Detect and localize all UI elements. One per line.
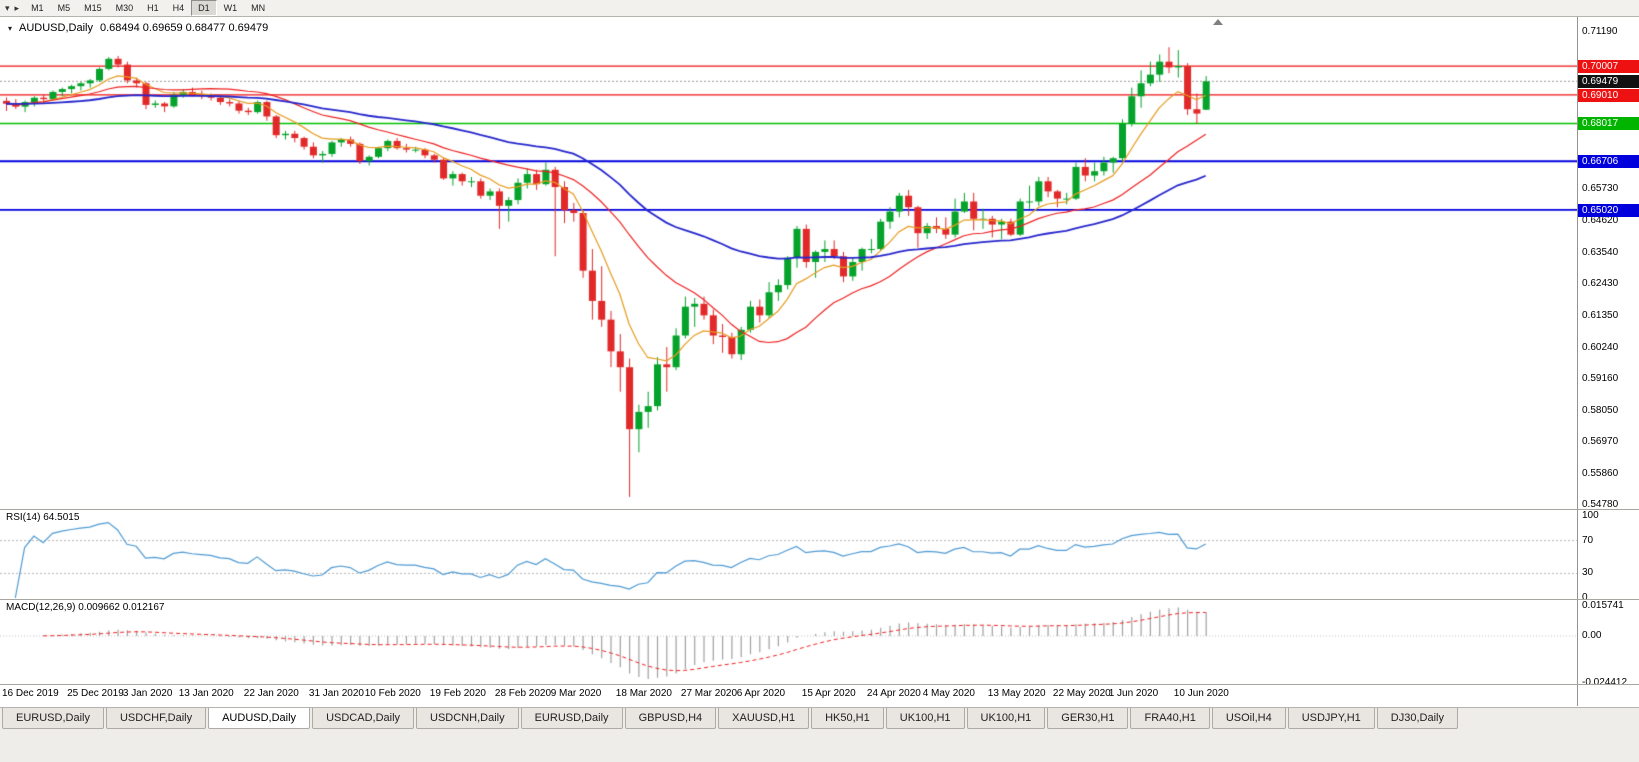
date-label: 10 Jun 2020	[1173, 688, 1229, 699]
price-axis-label: 0.61350	[1582, 309, 1619, 321]
date-label: 16 Dec 2019	[2, 688, 59, 699]
price-axis-label: 0.56970	[1582, 435, 1619, 447]
price-axis-label: 0.54780	[1582, 499, 1619, 510]
timeframe-button-d1[interactable]: D1	[191, 0, 217, 16]
chart-symbol-title: AUDUSD,Daily	[19, 22, 93, 34]
chart-tab-uk100-h1[interactable]: UK100,H1	[966, 708, 1046, 729]
rsi-axis-label: 100	[1582, 510, 1599, 521]
price-axis-label: 0.71190	[1582, 26, 1618, 37]
chart-tabs-bar: EURUSD,Daily USDCHF,Daily AUDUSD,Daily USDC…	[0, 707, 1639, 762]
date-label: 22 Jan 2020	[243, 688, 299, 699]
timeframe-button-m15[interactable]: M15	[84, 3, 102, 13]
date-axis[interactable]: 16 Dec 2019 25 Dec 2019 3 Jan 2020 13 Jan 2…	[0, 686, 1577, 704]
panel-splitter[interactable]	[0, 599, 1639, 600]
toolbar-menu-right-icon[interactable]: ▸	[14, 3, 20, 13]
rsi-indicator-label: RSI(14) 64.5015	[6, 512, 80, 523]
chart-ohlc-values: 0.68494 0.69659 0.68477 0.69479	[99, 22, 269, 34]
price-axis-label: 0.64620	[1582, 215, 1619, 227]
price-axis-label: 0.55860	[1582, 467, 1619, 479]
chart-tab-gbpusd-h4[interactable]: GBPUSD,H4	[624, 708, 717, 729]
timeframe-button-m30[interactable]: M30	[115, 3, 134, 13]
date-label: 19 Feb 2020	[429, 688, 486, 699]
chart-tab-fra40-h1[interactable]: FRA40,H1	[1130, 708, 1210, 729]
chart-tab-uk100-h1[interactable]: UK100,H1	[885, 708, 965, 729]
chart-tab-xauusd-h1[interactable]: XAUUSD,H1	[718, 708, 810, 729]
timeframe-button-mn[interactable]: MN	[251, 3, 266, 13]
date-label: 27 Mar 2020	[680, 688, 738, 699]
timeframe-button-w1[interactable]: W1	[223, 3, 238, 13]
macd-axis-label: 0.00	[1582, 630, 1602, 641]
date-label: 22 May 2020	[1052, 688, 1111, 699]
chart-tab-usoil-h4[interactable]: USOil,H4	[1211, 708, 1286, 729]
date-label: 24 Apr 2020	[866, 688, 921, 699]
price-level-badge: 0.65020	[1578, 203, 1639, 217]
panel-splitter[interactable]	[0, 684, 1639, 685]
date-label: 25 Dec 2019	[67, 688, 124, 699]
chart-tab-usdcad-daily[interactable]: USDCAD,Daily	[312, 708, 415, 729]
toolbar-left-icons: ▾ ▸	[0, 1, 24, 15]
chart-tab-hk50-h1[interactable]: HK50,H1	[811, 708, 884, 729]
chart-title-bar: ▾ AUDUSD,Daily 0.68494 0.69659 0.68477 0…	[8, 22, 268, 34]
macd-indicator-label: MACD(12,26,9) 0.009662 0.012167	[6, 602, 165, 613]
chart-tab-eurusd-daily[interactable]: EURUSD,Daily	[520, 708, 623, 729]
candlestick-chart-canvas[interactable]	[0, 16, 1577, 686]
rsi-axis-label: 0	[1582, 592, 1588, 603]
price-axis[interactable]: 0.71190 0.65730 0.64620 0.63540 0.62430 0.613…	[1577, 16, 1639, 706]
chart-tab-usdjpy-h1[interactable]: USDJPY,H1	[1287, 708, 1375, 729]
macd-axis-label: -0.024412	[1582, 676, 1628, 688]
chart-dropdown-icon[interactable]: ▾	[8, 23, 13, 33]
timeframe-button-group: M1 M5 M15 M30 H1 H4 D1 W1 MN	[24, 0, 272, 16]
date-label: 13 Jan 2020	[178, 688, 234, 699]
date-label: 18 Mar 2020	[615, 688, 672, 699]
price-axis-label: 0.60240	[1582, 341, 1619, 353]
price-axis-label: 0.59160	[1582, 372, 1619, 384]
price-axis-label: 0.63540	[1582, 246, 1619, 258]
timeframe-button-m5[interactable]: M5	[57, 3, 71, 13]
chart-tab-usdchf-daily[interactable]: USDCHF,Daily	[105, 708, 207, 729]
timeframe-button-h4[interactable]: H4	[172, 3, 185, 13]
chart-tab-usdcnh-daily[interactable]: USDCNH,Daily	[416, 708, 519, 729]
timeframe-toolbar: ▾ ▸ M1 M5 M15 M30 H1 H4 D1 W1 MN	[0, 0, 1639, 17]
date-label: 10 Feb 2020	[364, 688, 421, 699]
rsi-axis-label: 70	[1582, 534, 1594, 546]
price-level-badge: 0.69479	[1578, 75, 1639, 89]
chart-shift-marker-icon[interactable]	[1213, 19, 1223, 25]
date-label: 1 Jun 2020	[1108, 688, 1159, 699]
price-axis-label: 0.62430	[1582, 278, 1619, 290]
price-level-badge: 0.66706	[1578, 155, 1639, 169]
chart-tab-dj30-daily[interactable]: DJ30,Daily	[1376, 708, 1458, 729]
chart-tab-ger30-h1[interactable]: GER30,H1	[1047, 708, 1129, 729]
date-label: 4 May 2020	[922, 688, 975, 699]
price-level-badge: 0.70007	[1578, 60, 1639, 74]
panel-splitter[interactable]	[0, 509, 1639, 510]
macd-axis-label: 0.015741	[1582, 599, 1624, 611]
timeframe-button-m1[interactable]: M1	[31, 3, 44, 13]
chart-tab-audusd-daily[interactable]: AUDUSD,Daily	[208, 708, 311, 729]
date-label: 28 Feb 2020	[494, 688, 552, 699]
date-label: 3 Jan 2020	[122, 688, 173, 699]
toolbar-menu-down-icon[interactable]: ▾	[5, 3, 10, 13]
date-label: 15 Apr 2020	[801, 688, 856, 699]
price-level-badge: 0.68017	[1578, 117, 1639, 131]
price-axis-label: 0.58050	[1582, 404, 1619, 416]
chart-tab-eurusd-daily[interactable]: EURUSD,Daily	[2, 708, 104, 729]
rsi-axis-label: 30	[1582, 567, 1594, 579]
date-label: 13 May 2020	[987, 688, 1046, 699]
date-label: 31 Jan 2020	[308, 688, 364, 699]
date-label: 6 Apr 2020	[736, 688, 786, 699]
price-axis-label: 0.65730	[1582, 183, 1619, 195]
price-level-badge: 0.69010	[1578, 88, 1639, 102]
date-label: 9 Mar 2020	[550, 688, 602, 699]
timeframe-button-h1[interactable]: H1	[147, 3, 159, 13]
